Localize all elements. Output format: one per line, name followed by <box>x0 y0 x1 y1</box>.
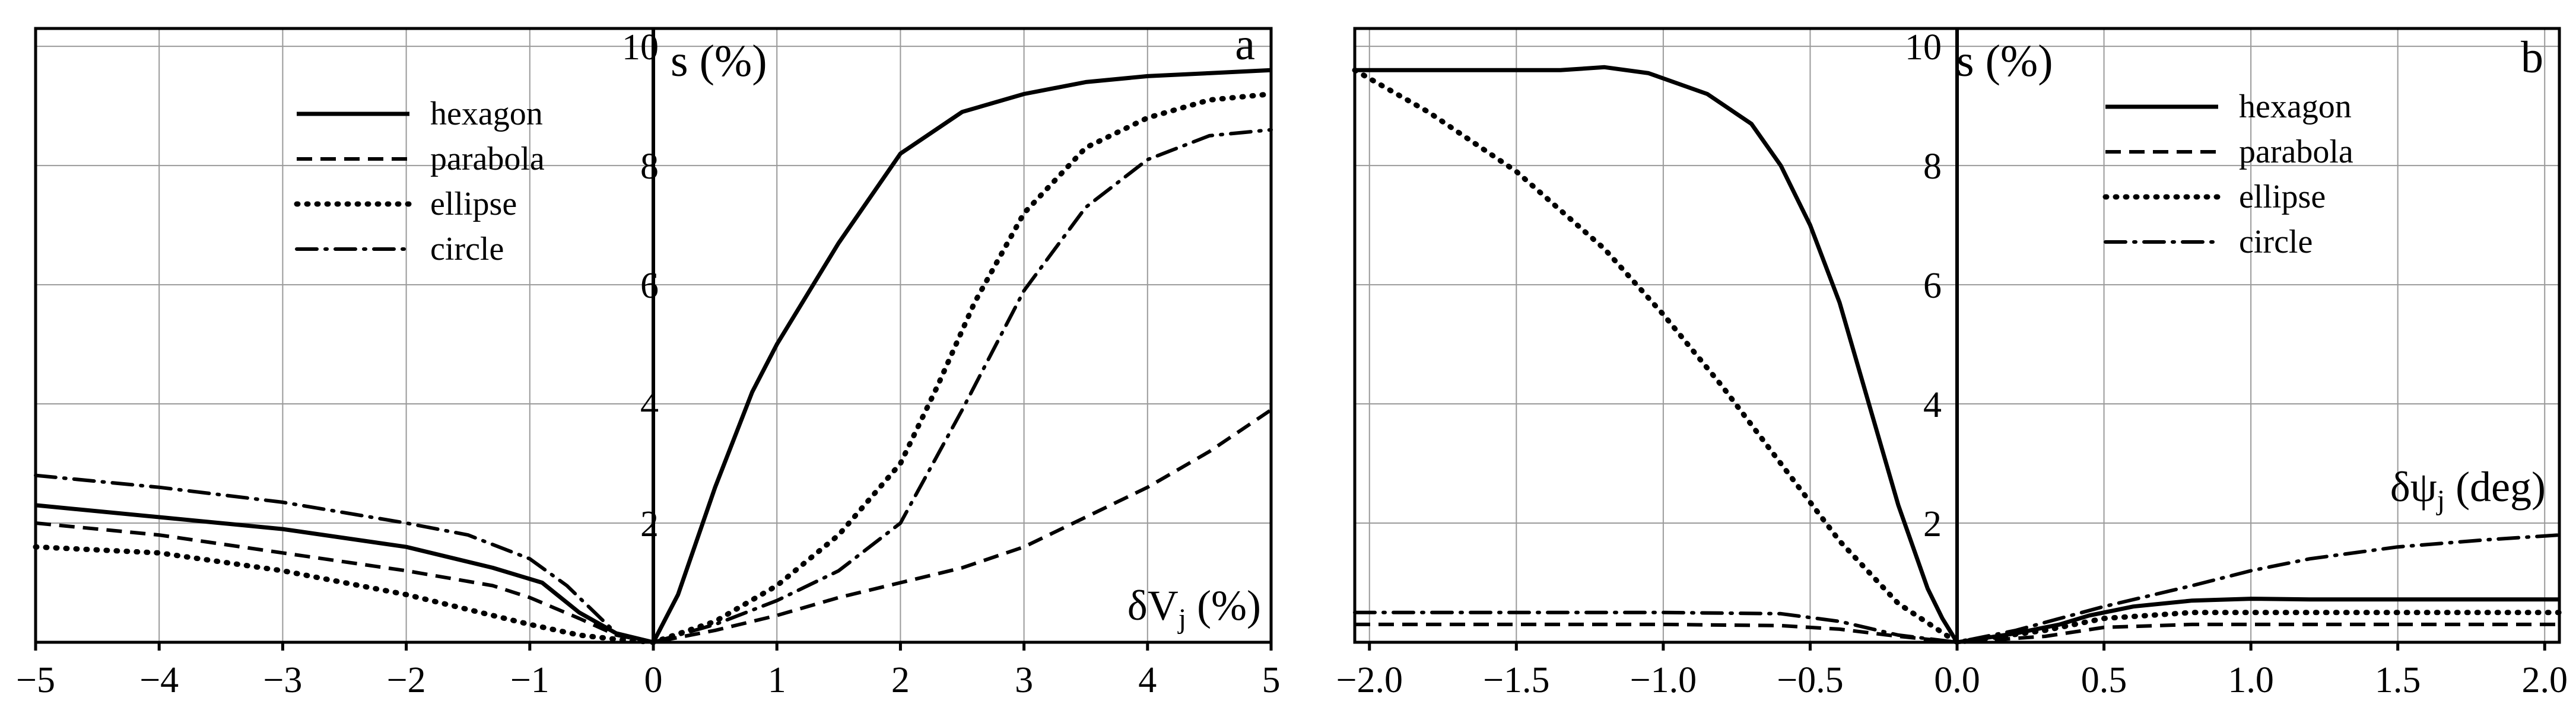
series-line-hexagon <box>1355 65 2559 645</box>
y-tick-label: 10 <box>622 27 659 68</box>
x-tick-label: 0.5 <box>2081 660 2127 700</box>
legend-label-ellipse: ellipse <box>2239 179 2326 215</box>
series-line-ellipse <box>33 91 1274 645</box>
x-tick-label: 2 <box>891 660 910 700</box>
y-tick-label: 4 <box>640 385 659 425</box>
legend-label-ellipse: ellipse <box>430 186 517 222</box>
y-tick-label: 6 <box>640 266 659 306</box>
x-tick-label: −0.5 <box>1777 660 1843 700</box>
chart-panel-a: −5 −4 −3 −2 −1 0 1 2 3 4 5 2 4 6 8 10 s (%) δVj (%) a h… <box>16 20 1280 700</box>
x-tick-label: −1 <box>510 660 549 700</box>
legend-label-hexagon: hexagon <box>2239 88 2352 125</box>
x-tick-label: 0 <box>644 660 663 700</box>
series-line-parabola <box>35 408 1272 644</box>
x-tick-label: −2.0 <box>1336 660 1403 700</box>
y-tick-label: 8 <box>640 146 659 187</box>
x-tick-label: 0.0 <box>1934 660 1980 700</box>
legend-label-parabola: parabola <box>2239 133 2353 170</box>
y-tick-label: 8 <box>1923 146 1942 187</box>
y-axis-label: s (%) <box>671 36 767 86</box>
x-tick-label: −3 <box>263 660 302 700</box>
x-tick-label: 5 <box>1262 660 1281 700</box>
x-tick-label: 2.0 <box>2521 660 2568 700</box>
x-tick-label: 1.0 <box>2228 660 2274 700</box>
legend: hexagon parabola ellipse circle <box>2102 88 2353 260</box>
x-tick-label: 1.5 <box>2375 660 2421 700</box>
y-tick-label: 2 <box>1923 504 1942 544</box>
series-line-circle <box>34 128 1273 644</box>
x-tick-label: −5 <box>16 660 55 700</box>
x-axis-label: δψj (deg) <box>2390 463 2546 516</box>
x-tick-label: −1.5 <box>1483 660 1549 700</box>
panel-label: a <box>1235 20 1255 69</box>
y-tick-label: 4 <box>1923 385 1942 425</box>
legend-label-circle: circle <box>430 231 504 267</box>
y-tick-label: 6 <box>1923 266 1942 306</box>
x-tick-label: 1 <box>768 660 786 700</box>
y-tick-label: 2 <box>640 504 659 544</box>
series-line-ellipse <box>1352 67 2562 645</box>
legend-label-circle: circle <box>2239 224 2313 260</box>
legend: hexagon parabola ellipse circle <box>294 95 545 267</box>
x-tick-label: −1.0 <box>1630 660 1697 700</box>
legend-label-parabola: parabola <box>430 141 545 177</box>
series-line-hexagon <box>35 68 1272 645</box>
legend-label-hexagon: hexagon <box>430 95 543 132</box>
x-tick-label: 3 <box>1015 660 1033 700</box>
x-tick-label: −4 <box>139 660 179 700</box>
y-axis-label: s (%) <box>1956 36 2053 86</box>
x-tick-label: 4 <box>1138 660 1157 700</box>
series-line-circle <box>1353 533 2561 644</box>
x-axis-label: δVj (%) <box>1127 582 1261 635</box>
y-tick-label: 10 <box>1905 27 1942 68</box>
x-tick-label: −2 <box>387 660 426 700</box>
chart-panel-b: −2.0 −1.5 −1.0 −0.5 0.0 0.5 1.0 1.5 2.0 2 4 6 8 10 s … <box>1336 27 2568 700</box>
panel-label: b <box>2521 33 2543 82</box>
